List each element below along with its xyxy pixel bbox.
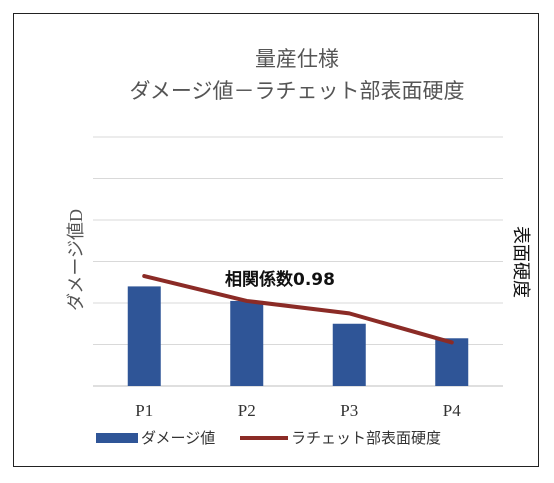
bar-p2 <box>230 300 264 386</box>
x-tick-label: P1 <box>135 401 153 420</box>
legend: ダメージ値 ラチェット部表面硬度 <box>96 430 441 447</box>
legend-swatch-bar <box>96 433 138 443</box>
x-axis-tick-labels: P1 P2 P3 P4 <box>135 401 461 420</box>
bar-p3 <box>332 323 366 386</box>
bar-p4 <box>435 338 469 386</box>
correlation-annotation: 相関係数0.98 <box>225 269 335 290</box>
hardness-line <box>142 274 454 345</box>
chart-frame <box>13 13 539 467</box>
x-tick-label: P2 <box>238 401 256 420</box>
x-tick-label: P4 <box>443 401 461 420</box>
gridlines <box>93 136 503 387</box>
line-series <box>142 274 454 345</box>
x-tick-label: P3 <box>340 401 358 420</box>
y-axis-label-left: ダメージ値D <box>66 209 86 311</box>
legend-label-line: ラチェット部表面硬度 <box>291 430 441 447</box>
bar-series <box>127 286 469 386</box>
chart-title-line-1: 量産仕様 <box>255 47 339 71</box>
legend-label-bar: ダメージ値 <box>141 430 215 447</box>
y-axis-label-right: 表面硬度 <box>511 226 531 298</box>
chart-title-line-2: ダメージ値－ラチェット部表面硬度 <box>130 79 465 103</box>
bar-p1 <box>127 286 161 386</box>
